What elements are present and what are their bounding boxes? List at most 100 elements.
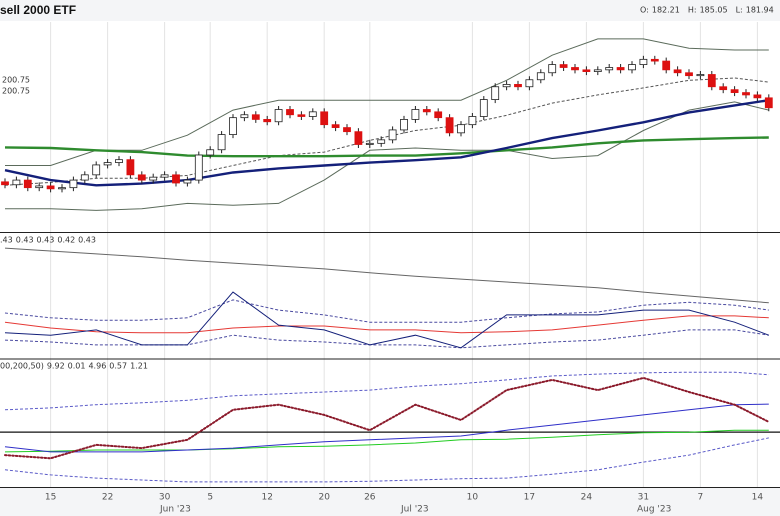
candle-body [80, 174, 89, 181]
candle-body [707, 74, 716, 88]
candle-body [160, 174, 169, 178]
candle-body [229, 117, 237, 135]
candle-body [730, 89, 739, 93]
candle-body [434, 111, 443, 119]
candle-body [457, 124, 465, 134]
series-line [4, 299, 769, 323]
legend-entry: .43 [0, 236, 13, 245]
candle-body [240, 114, 249, 119]
candle-body [92, 164, 101, 176]
quote-value: 182.21 [652, 6, 680, 15]
series-line [5, 38, 769, 166]
x-tick-label: 26 [364, 493, 376, 503]
candle-body [103, 162, 112, 166]
candle-body [514, 84, 522, 88]
candle-body [650, 58, 659, 62]
candle-body [274, 109, 283, 123]
candle-body [479, 99, 488, 117]
candle-body [377, 139, 386, 144]
series-line [4, 315, 769, 334]
series-line [4, 437, 769, 483]
series-line [4, 291, 769, 349]
candle-body [548, 64, 557, 74]
candle-body [696, 74, 705, 77]
chart-title: sell 2000 ETF [0, 3, 76, 17]
x-tick-label: 30 [159, 493, 171, 503]
candle-body [400, 119, 408, 131]
legend-entry: 4.96 [88, 362, 106, 371]
legend-entry: 1.21 [130, 362, 148, 371]
candle-body [297, 114, 306, 117]
legend-entry: 0.43 [16, 236, 34, 245]
candle-body [183, 179, 192, 184]
candle-body [445, 117, 454, 134]
candle-body [742, 92, 750, 96]
quote-label: L: [736, 6, 743, 15]
candle-body [263, 119, 272, 123]
series-line [4, 371, 769, 411]
quote-label: H: [688, 6, 697, 15]
candle-body [320, 111, 329, 126]
candle-body [571, 67, 579, 71]
candle-body [1, 181, 9, 186]
candle-body [605, 67, 614, 71]
candle-body [58, 187, 66, 190]
candle-body [115, 159, 123, 163]
axis-bar [0, 488, 780, 516]
legend-entry: 0.43 [37, 236, 55, 245]
candle-body [536, 72, 545, 81]
candle-body [12, 179, 21, 186]
candle-body [308, 111, 317, 117]
candle-body [149, 176, 158, 181]
candle-body [582, 69, 591, 72]
candle-body [217, 134, 226, 151]
candle-body [491, 86, 500, 100]
candle-body [422, 109, 431, 113]
x-tick-label: 7 [698, 493, 704, 503]
candle-body [172, 174, 180, 184]
header-bar [0, 0, 780, 21]
candle-body [593, 69, 602, 72]
quote-label: O: [640, 6, 649, 15]
x-month-label: Aug '23 [637, 505, 671, 515]
x-tick-label: 15 [45, 493, 56, 503]
candle-body [662, 60, 671, 71]
candle-body [673, 69, 682, 74]
legend-entry: 0.57 [109, 362, 127, 371]
candle-body [343, 127, 351, 133]
candle-body [137, 174, 146, 181]
candle-body [628, 64, 636, 71]
legend-entry: 0.01 [68, 362, 86, 371]
quote-value: 185.05 [700, 6, 728, 15]
candle-body [35, 185, 44, 189]
candle-body [69, 179, 78, 189]
candle-body [468, 116, 477, 126]
candle-body [685, 72, 693, 77]
candle-body [46, 185, 55, 190]
candle-body [616, 67, 625, 71]
series-line [5, 101, 769, 211]
candle-body [639, 58, 648, 65]
series-line [4, 136, 769, 158]
series-line [4, 429, 769, 453]
candle-body [365, 142, 374, 145]
candle-body [206, 149, 215, 156]
legend-entry: 9.92 [47, 362, 65, 371]
legend-entry: 200.75 [2, 76, 30, 85]
legend-entry: 0.42 [57, 236, 75, 245]
x-tick-label: 31 [638, 493, 649, 503]
candle-body [251, 114, 260, 120]
candle-body [388, 129, 397, 141]
candle-body [23, 179, 32, 189]
candle-body [194, 154, 203, 181]
x-tick-label: 17 [524, 493, 535, 503]
x-month-label: Jul '23 [400, 505, 429, 515]
x-month-label: Jun '23 [159, 505, 191, 515]
x-tick-label: 20 [318, 493, 330, 503]
legend-entry: 00,200,50) [0, 362, 44, 371]
candle-body [411, 109, 420, 120]
x-tick-label: 5 [207, 493, 213, 503]
legend-entry: 0.43 [78, 236, 96, 245]
